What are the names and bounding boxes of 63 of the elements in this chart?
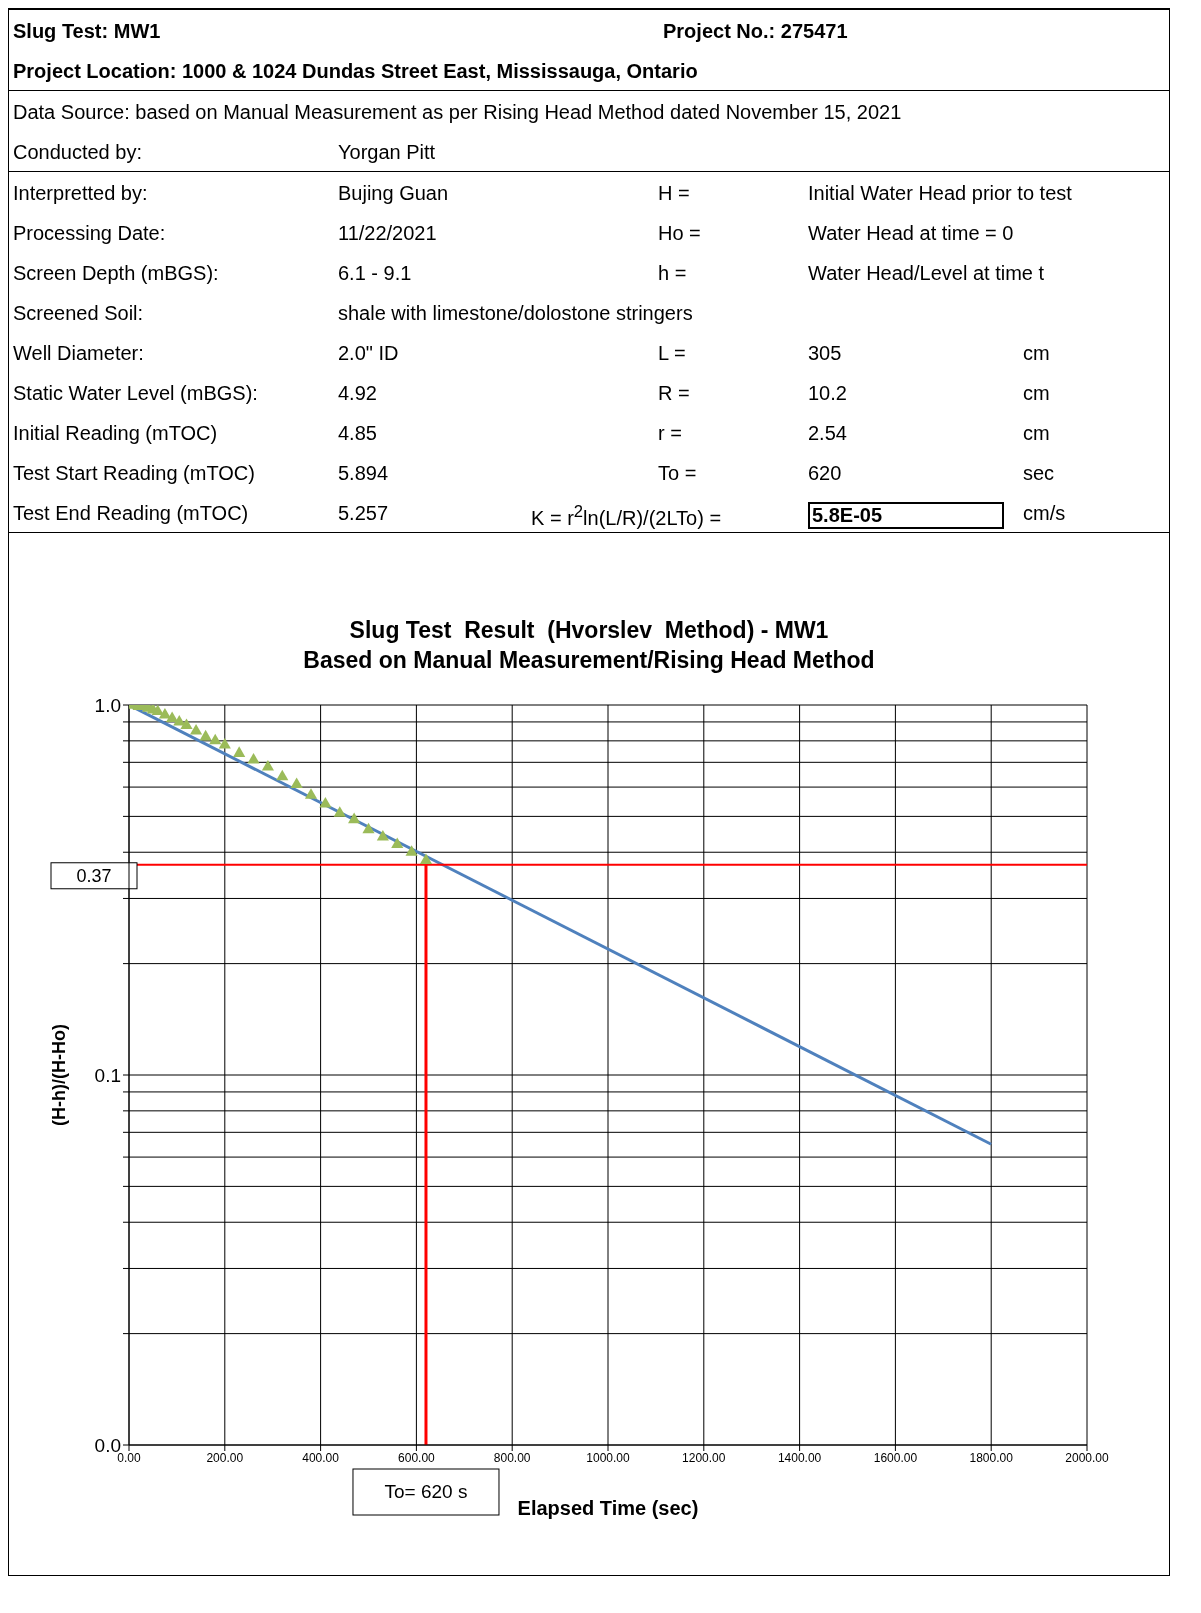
text: 6.1 - 9.1 <box>338 262 412 285</box>
text: Test Start Reading (mTOC) <box>13 462 255 485</box>
y-tick-label: 1.0 <box>94 694 121 716</box>
text: Project No.: 275471 <box>663 20 848 43</box>
x-tick-label: 1200.00 <box>682 1450 726 1465</box>
text: To = <box>658 462 697 485</box>
text: Initial Reading (mTOC) <box>13 422 218 445</box>
text: 10.2 <box>808 382 847 405</box>
text: Yorgan Pitt <box>338 141 436 164</box>
x-tick-label: 2000.00 <box>1065 1450 1110 1465</box>
text: Ho = <box>658 222 701 245</box>
text: 305 <box>808 342 842 365</box>
text: Slug Test: MW1 <box>13 20 161 43</box>
chart-subtitle: Based on Manual Measurement/Rising Head Method <box>302 646 876 675</box>
text: K = r$^{2}$ln(L/R)/(2LTo) = <box>531 502 722 530</box>
text: h = <box>658 262 687 285</box>
x-axis-title: Elapsed Time (sec) <box>517 1497 699 1519</box>
text: 11/22/2021 <box>338 222 437 245</box>
text: Well Diameter: <box>13 342 144 365</box>
x-tick-label: 400.00 <box>302 1450 340 1465</box>
text: Screen Depth (mBGS): <box>13 262 219 285</box>
x-tick-label: 1400.00 <box>777 1450 822 1465</box>
text: 5.257 <box>338 502 389 525</box>
text: 4.92 <box>338 382 377 405</box>
text: 2.0" ID <box>338 342 399 365</box>
text: 620 <box>808 462 842 485</box>
x-tick-label: 1000.00 <box>586 1450 631 1465</box>
text: 2.54 <box>808 422 847 445</box>
source-note: Data Source: based on Manual Measurement as per Rising Head Method dated November 15, 2021 <box>13 101 902 124</box>
x-tick-label: 600.00 <box>398 1450 436 1465</box>
chart-title: Slug Test Result (Hvorslev Method) - MW1 <box>348 616 830 645</box>
y-axis-title: (H-h)/(H-Ho) <box>49 1024 70 1126</box>
text: H = <box>658 182 690 205</box>
text: L = <box>658 342 686 365</box>
x-tick-label: 800.00 <box>493 1450 531 1465</box>
text: cm <box>1023 342 1050 365</box>
text: Water Head at time = 0 <box>808 222 1014 245</box>
text: Screened Soil: <box>13 302 144 325</box>
ref-line-label: 0.37 <box>76 865 112 886</box>
text: Processing Date: <box>13 222 166 245</box>
text: 5.894 <box>338 462 389 485</box>
text: Interpretted by: <box>13 182 148 205</box>
text: cm/s <box>1023 502 1066 525</box>
x-tick-label: 1600.00 <box>873 1450 918 1465</box>
text: sec <box>1023 462 1055 485</box>
text: 5.8E-05 <box>808 502 1005 529</box>
text: 4.85 <box>338 422 377 445</box>
x-tick-label: 1800.00 <box>969 1450 1014 1465</box>
text: Conducted by: <box>13 141 142 164</box>
text: Test End Reading (mTOC) <box>13 502 249 525</box>
text: r = <box>658 422 682 445</box>
text: Initial Water Head prior to test <box>808 182 1072 205</box>
ref-line-label: To= 620 s <box>384 1481 468 1502</box>
text: Bujing Guan <box>338 182 449 205</box>
text: cm <box>1023 422 1050 445</box>
text: Project Location: 1000 & 1024 Dundas Street East, Mississauga, Ontario <box>13 60 698 83</box>
text: shale with limestone/dolostone stringers <box>338 302 693 325</box>
y-tick-label: 0.1 <box>94 1064 121 1086</box>
text: Water Head/Level at time t <box>808 262 1045 285</box>
text: Static Water Level (mBGS): <box>13 382 258 405</box>
x-tick-label: 200.00 <box>206 1450 244 1465</box>
text: cm <box>1023 382 1050 405</box>
text: R = <box>658 382 690 405</box>
